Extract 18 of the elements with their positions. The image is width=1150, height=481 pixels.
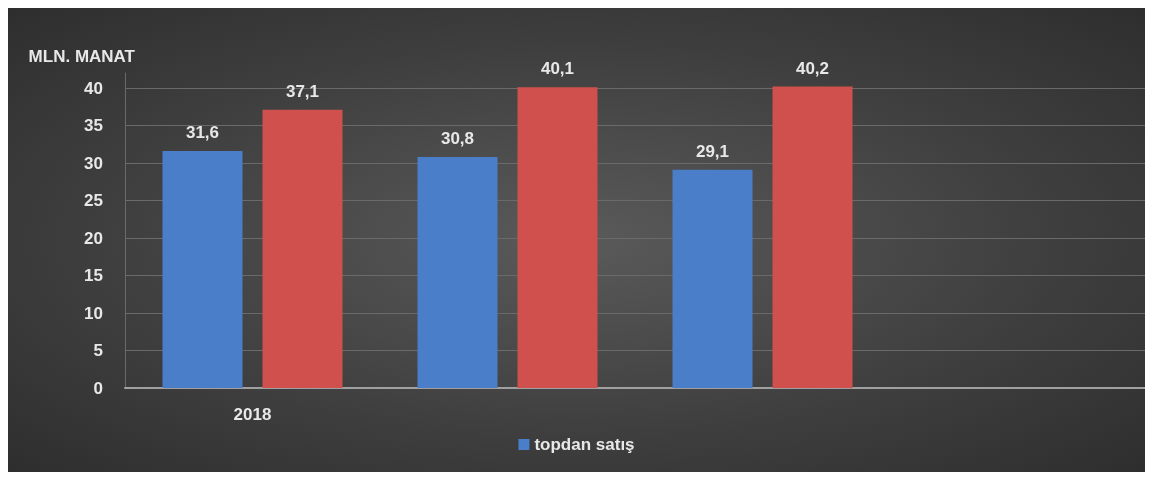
y-tick-label: 20 [84, 228, 103, 248]
x-tick-label: 2018 [233, 405, 272, 424]
data-label: 30,8 [440, 129, 475, 148]
y-tick-label: 15 [84, 266, 103, 285]
y-tick-label: 30 [84, 153, 103, 173]
data-label: 37,1 [285, 81, 320, 101]
y-tick-label: 0 [93, 378, 103, 398]
y-tick-label: 35 [84, 116, 103, 135]
y-tick-label: 40 [84, 78, 103, 98]
data-label: 40,2 [795, 58, 830, 78]
y-tick-label: 5 [93, 341, 103, 360]
y-tick-label: 25 [84, 191, 103, 210]
data-label: 31,6 [185, 123, 220, 142]
y-tick-label: 10 [84, 303, 103, 323]
data-label: 29,1 [695, 141, 730, 161]
data-label: 40,1 [540, 59, 575, 79]
legend-label: topdan satış [534, 435, 635, 454]
y-axis-title: MLN. MANAT [28, 47, 136, 66]
